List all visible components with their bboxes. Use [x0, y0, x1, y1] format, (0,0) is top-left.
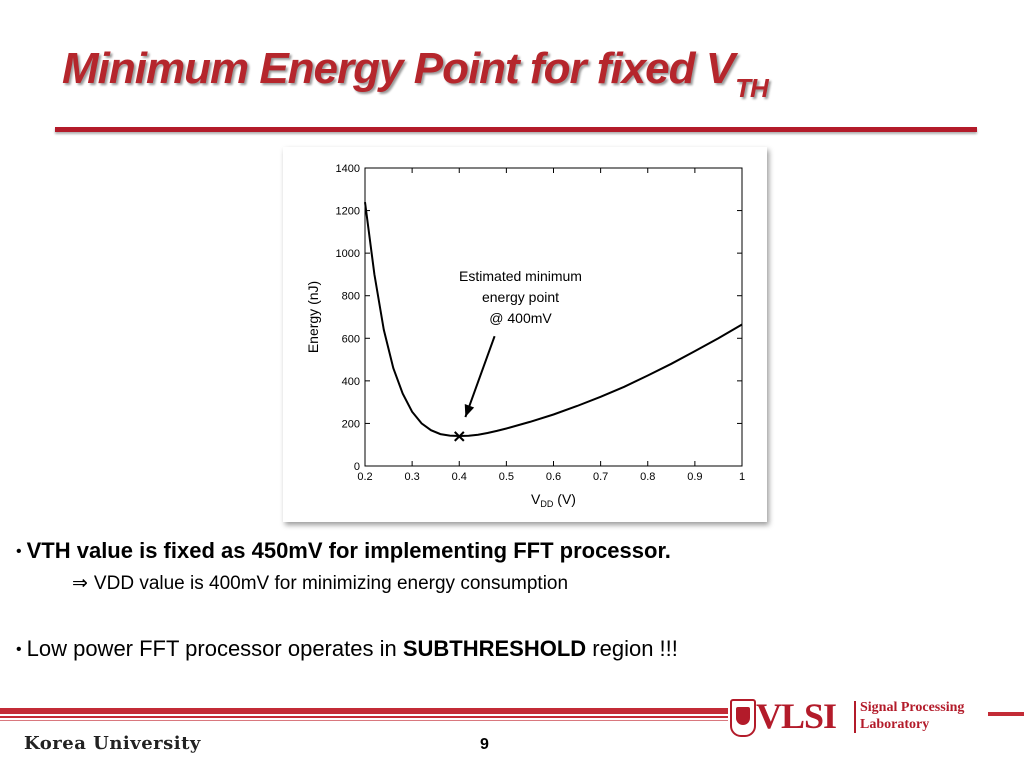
minimum-point-marker: ×	[452, 426, 467, 447]
annotation-text-line: Estimated minimum	[459, 268, 582, 284]
footer-rule-right	[988, 712, 1024, 716]
x-axis-label: VDD (V)	[531, 491, 576, 509]
y-tick-label: 0	[354, 461, 360, 473]
annotation-arrow-head	[464, 404, 475, 418]
implies-arrow-icon: ⇒	[72, 573, 88, 594]
y-tick-label: 200	[342, 418, 360, 430]
logo-vlsi-text: VLSI	[756, 696, 837, 736]
annotation-text-line: @ 400mV	[489, 310, 552, 326]
x-tick-label: 0.7	[593, 471, 608, 483]
logo-line-2: Laboratory	[860, 717, 930, 732]
footer-rule-thick	[0, 708, 728, 714]
bullet-2-prefix: Low power FFT processor operates in	[26, 636, 403, 661]
x-tick-label: 0.5	[499, 471, 514, 483]
footer-rule-hairline	[0, 720, 728, 721]
sub-bullet-1-text: VDD value is 400mV for minimizing energy…	[93, 573, 569, 594]
y-axis-label: Energy (nJ)	[305, 281, 321, 353]
university-name: Korea University	[24, 733, 201, 754]
chart-annotation: Estimated minimum energy point @ 400mV	[459, 268, 582, 418]
x-tick-label: 0.6	[546, 471, 561, 483]
y-tick-label: 800	[342, 291, 360, 303]
y-tick-label: 400	[342, 376, 360, 388]
bullet-2-suffix: region !!!	[586, 636, 678, 661]
sub-bullet-1: ⇒ VDD value is 400mV for minimizing energ…	[72, 572, 568, 595]
x-tick-label: 1	[739, 471, 745, 483]
x-tick-label: 0.2	[357, 471, 372, 483]
bullet-1-text: VTH value is fixed as 450mV for implemen…	[26, 538, 671, 563]
x-tick-label: 0.9	[687, 471, 702, 483]
x-tick-label: 0.4	[452, 471, 467, 483]
x-tick-label: 0.8	[640, 471, 655, 483]
page-number: 9	[480, 736, 489, 753]
slide-title: Minimum Energy Point for fixed VTH	[62, 44, 769, 103]
vlsi-lab-logo: VLSI Signal Processing Laboratory	[730, 696, 990, 741]
energy-chart: VDD (V) Energy (nJ) 0.2 0.3 0.4 0.5 0.6 0.7 0.8…	[305, 163, 746, 509]
bullet-2-bold: SUBTHRESHOLD	[402, 636, 587, 661]
footer-rule-thin	[0, 716, 728, 718]
chart-series: ×	[364, 201, 743, 447]
y-tick-label: 1000	[336, 248, 360, 260]
chart-axes: VDD (V) Energy (nJ)	[305, 167, 743, 509]
annotation-text-line: energy point	[482, 289, 559, 305]
y-tick-label: 1200	[336, 206, 360, 218]
bullet-dot: •	[16, 543, 22, 560]
bullet-item-2: • Low power FFT processor operates in SUB…	[16, 636, 678, 662]
title-subscript: TH	[735, 73, 769, 103]
y-tick-label: 600	[342, 333, 360, 345]
y-tick-label: 1400	[336, 163, 360, 175]
plot-box	[364, 167, 743, 467]
energy-curve-line	[364, 201, 743, 438]
bullet-dot: •	[16, 641, 22, 658]
logo-line-1: Signal Processing	[860, 700, 965, 715]
university-seal-icon	[730, 699, 756, 737]
logo-divider	[854, 701, 856, 733]
energy-chart-frame: VDD (V) Energy (nJ) 0.2 0.3 0.4 0.5 0.6 0.7 0.8…	[283, 147, 767, 522]
chart-ticks: 0.2 0.3 0.4 0.5 0.6 0.7 0.8 0.9 1 0 200 400 600 800 10…	[336, 163, 746, 483]
bullet-item-1: • VTH value is fixed as 450mV for impleme…	[16, 538, 671, 564]
title-underline	[55, 127, 977, 132]
x-tick-label: 0.3	[404, 471, 419, 483]
title-text: Minimum Energy Point for fixed V	[62, 44, 735, 93]
annotation-arrow-shaft	[464, 335, 496, 418]
